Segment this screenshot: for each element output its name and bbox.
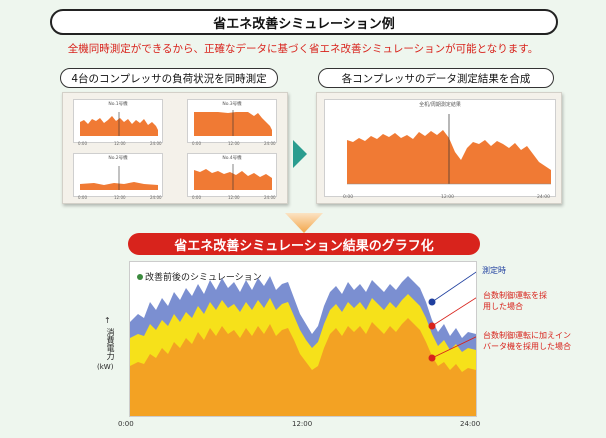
x-tick-mid: 12:00: [292, 420, 313, 428]
mini-chart-label: No.1号機: [108, 102, 128, 107]
x-tick-start: 0:00: [118, 420, 134, 428]
mini-tick: 0:00: [192, 195, 201, 200]
mini-tick: 0:00: [78, 141, 87, 146]
y-axis-arrow-icon: ↑: [104, 316, 111, 325]
annotation-inverter: 台数制御運転に加えインバータ機を採用した場合: [483, 331, 571, 351]
mini-tick: 0:00: [192, 141, 201, 146]
y-axis-label: 消費電力: [106, 328, 115, 360]
mini-chart-label: No.3号機: [222, 102, 242, 107]
annotation-multi-unit: 台数制御運転を採用した場合: [483, 291, 547, 311]
result-chart: [130, 271, 476, 416]
mini-tick: 24:00: [264, 141, 276, 146]
mini-tick: 24:00: [264, 195, 276, 200]
mini-tick: 12:00: [114, 195, 126, 200]
left-section-title: 4台のコンプレッサの負荷状況を同時測定: [60, 68, 278, 88]
mini-tick: 24:00: [150, 195, 162, 200]
mini-chart-4-area: [194, 164, 272, 190]
legend-title: 改善前後のシミュレーション: [137, 270, 262, 283]
x-tick-end: 24:00: [460, 420, 481, 428]
mini-chart-label: No.4号機: [222, 156, 242, 161]
mini-tick: 12:00: [228, 195, 240, 200]
mini-chart-1: No.1号機 0:00 12:00 24:00: [73, 99, 163, 146]
mini-chart-2: No.2号機 0:00 12:00 24:00: [73, 153, 163, 200]
arrow-down-icon: [285, 213, 323, 233]
mini-tick: 12:00: [228, 141, 240, 146]
mini-chart-label: No.2号機: [108, 156, 128, 161]
y-axis-unit: (kW): [97, 363, 114, 371]
mini-tick: 0:00: [78, 195, 87, 200]
combined-chart: 全机/周期測定結果 0:00 12:00 24:00: [324, 99, 556, 200]
combined-chart-label: 全机/周期測定結果: [419, 102, 461, 108]
legend-title-text: 改善前後のシミュレーション: [145, 273, 262, 283]
right-section-title: 各コンプレッサのデータ測定結果を合成: [318, 68, 554, 88]
arrow-right-icon: [293, 140, 307, 168]
legend-bullet-icon: [137, 273, 143, 280]
mini-chart-3-area: [194, 110, 272, 136]
page-subtitle: 全機同時測定ができるから、正確なデータに基づく省エネ改善シミュレーションが可能と…: [67, 43, 539, 55]
mini-tick: 12:00: [114, 141, 126, 146]
mini-chart-2-area: [80, 166, 158, 190]
marker-multi-unit: [428, 322, 436, 330]
result-title: 省エネ改善シミュレーション結果のグラフ化: [128, 233, 480, 255]
combined-tick: 24:00: [537, 195, 550, 200]
series-inverter: [130, 318, 476, 416]
mini-chart-3: No.3号機 0:00 12:00 24:00: [187, 99, 277, 146]
left-panel: No.1号機 0:00 12:00 24:00 No.3号機 0:00 12:00 24…: [62, 92, 288, 204]
mini-tick: 24:00: [150, 141, 162, 146]
combined-tick: 12:00: [441, 195, 454, 200]
mini-chart-1-area: [80, 112, 158, 136]
combined-chart-area: [347, 114, 551, 185]
page-title: 省エネ改善シミュレーション例: [50, 9, 558, 35]
combined-tick: 0:00: [343, 195, 354, 200]
right-panel: 全机/周期測定結果 0:00 12:00 24:00: [316, 92, 562, 204]
annotation-measured: 測定時: [482, 266, 506, 275]
mini-chart-4: No.4号機 0:00 12:00 24:00: [187, 153, 277, 200]
